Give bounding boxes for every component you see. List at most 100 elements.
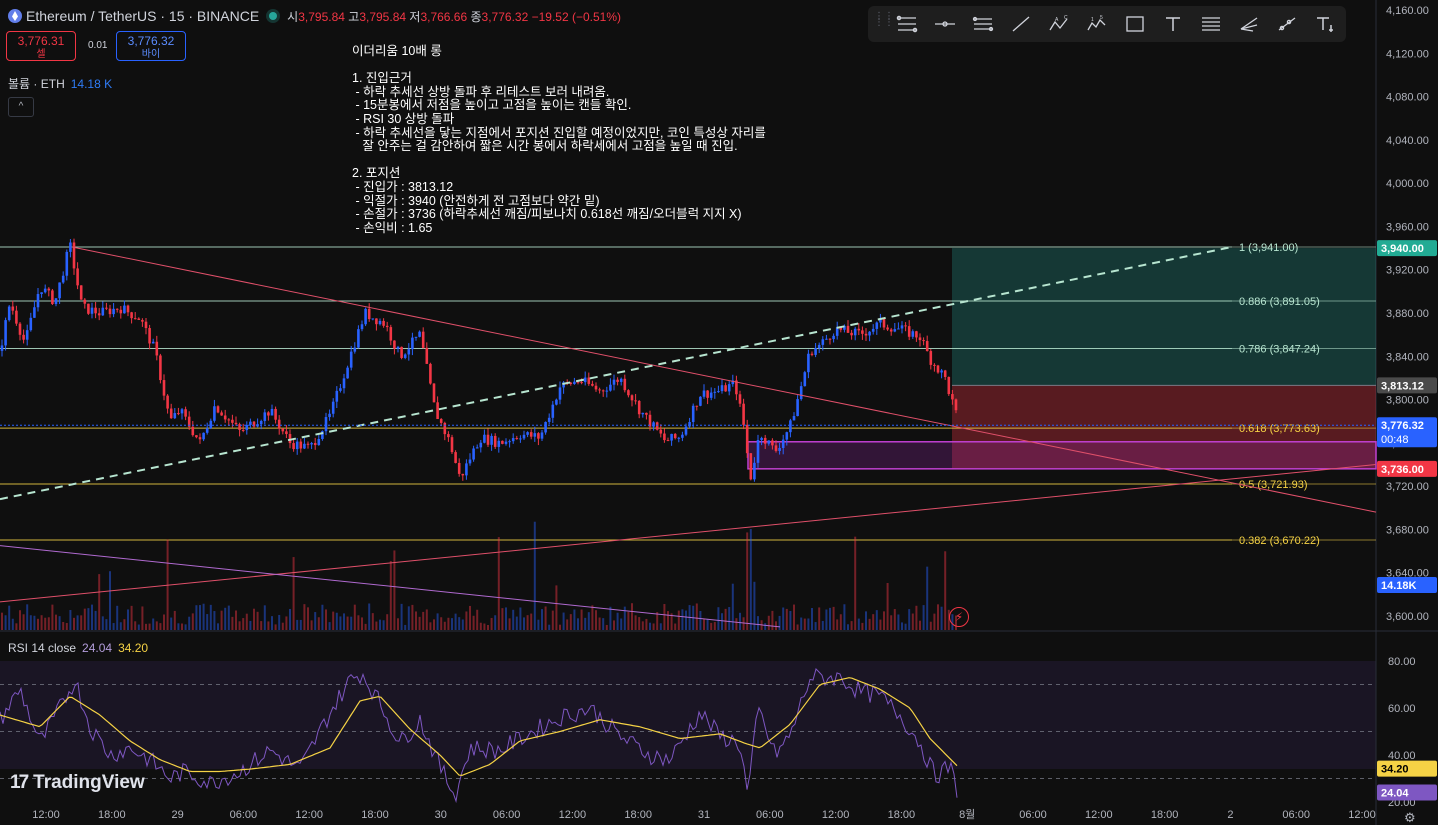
- ray-icon[interactable]: [1268, 10, 1306, 38]
- volume-bar: [263, 605, 266, 630]
- volume-bar: [429, 622, 432, 630]
- candle-body: [864, 333, 868, 336]
- candle-body: [83, 299, 87, 304]
- volume-bar: [465, 611, 468, 630]
- volume-bar: [260, 621, 263, 630]
- volume-bar: [551, 610, 554, 630]
- drag-handle-icon[interactable]: ⋮⋮ ⋮⋮: [874, 11, 894, 28]
- sell-button[interactable]: 3,776.31 셀: [6, 31, 76, 61]
- candle-body: [511, 438, 515, 442]
- candle-body: [670, 433, 673, 441]
- rsi-ma-line: [0, 677, 958, 777]
- pitchfork-icon[interactable]: [1230, 10, 1268, 38]
- candle-body: [623, 378, 627, 391]
- candle-body: [648, 414, 652, 427]
- settings-gear-icon[interactable]: ⚙: [1404, 810, 1416, 825]
- candle-body: [677, 437, 681, 439]
- horizontal-line-icon[interactable]: [926, 10, 964, 38]
- candle-body: [529, 432, 533, 437]
- volume-bar: [829, 607, 831, 630]
- price-tick-label: 4,000.00: [1386, 178, 1429, 190]
- candle-body: [346, 367, 349, 379]
- fib-channel-icon[interactable]: [1192, 10, 1230, 38]
- idea-note-text[interactable]: 이더리움 10배 롱 1. 진입근거 - 하락 추세선 상방 돌파 후 리테스트…: [352, 44, 766, 235]
- volume-bar: [569, 614, 572, 630]
- rsi-tick-label: 80.00: [1388, 656, 1416, 668]
- volume-bar: [40, 615, 43, 630]
- volume-bar: [667, 611, 669, 630]
- volume-bar: [566, 619, 569, 630]
- volume-bar: [937, 604, 939, 630]
- candle-body: [933, 364, 936, 366]
- volume-bar: [44, 617, 47, 630]
- candle-body: [227, 419, 231, 421]
- text-tool-icon[interactable]: [1306, 10, 1344, 38]
- time-tick-label: 06:00: [756, 809, 784, 821]
- price-tick-label: 3,640.00: [1386, 568, 1429, 580]
- candle-body: [576, 381, 580, 383]
- volume-bar: [328, 622, 331, 630]
- volume-bar: [620, 618, 623, 630]
- ethereum-icon: [8, 9, 22, 23]
- volume-bar: [800, 617, 803, 630]
- candle-body: [493, 435, 497, 447]
- volume-bar: [544, 606, 547, 630]
- candle-body: [364, 308, 367, 325]
- volume-bar: [217, 623, 219, 630]
- candle-body: [195, 435, 198, 438]
- volume-bar: [425, 609, 428, 630]
- candle-body: [11, 306, 15, 311]
- volume-bar: [681, 609, 684, 630]
- symbol-title[interactable]: Ethereum / TetherUS · 15 · BINANCE: [26, 8, 260, 24]
- candle-body: [875, 322, 879, 329]
- candle-body: [591, 383, 594, 386]
- tradingview-logo[interactable]: 17 TradingView: [10, 772, 145, 794]
- volume-bar: [559, 624, 561, 630]
- candle-body: [763, 437, 767, 444]
- candle-body: [454, 452, 457, 463]
- candle-body: [922, 340, 925, 342]
- volume-bar: [191, 613, 194, 630]
- volume-bar: [713, 622, 716, 630]
- fib-retracement-icon[interactable]: [888, 10, 926, 38]
- volume-bar: [580, 609, 583, 630]
- candle-body: [184, 409, 187, 417]
- price-tag: [1377, 377, 1437, 394]
- lightning-icon[interactable]: ⚡: [949, 607, 969, 627]
- rectangle-icon[interactable]: [1116, 10, 1154, 38]
- volume-bar: [119, 622, 122, 630]
- volume-bar: [22, 614, 25, 630]
- buy-button[interactable]: 3,776.32 바이: [116, 31, 186, 61]
- candle-body: [936, 365, 940, 373]
- volume-bar: [703, 619, 705, 630]
- candle-body: [72, 242, 76, 269]
- candle-body: [231, 419, 234, 423]
- volume-value: 14.18 K: [70, 77, 113, 91]
- candle-body: [389, 327, 393, 341]
- volume-bar: [886, 582, 889, 630]
- volume-bar: [83, 608, 86, 630]
- candle-body: [295, 441, 299, 450]
- candle-body: [580, 382, 583, 384]
- trend-line-icon[interactable]: [1002, 10, 1040, 38]
- candle-body: [605, 390, 609, 392]
- volume-bar: [87, 608, 90, 630]
- collapse-legend-button[interactable]: ^: [8, 97, 34, 117]
- volume-bar: [73, 617, 75, 630]
- parallel-channel-icon[interactable]: [964, 10, 1002, 38]
- volume-bar: [562, 612, 565, 630]
- open-label: 시: [287, 9, 299, 24]
- candle-body: [954, 399, 958, 411]
- volume-bar: [742, 617, 745, 630]
- volume-bar: [897, 614, 900, 630]
- price-tag-text: 3,736.00: [1381, 464, 1424, 476]
- text-icon[interactable]: [1154, 10, 1192, 38]
- volume-bar: [469, 605, 471, 630]
- candle-body: [367, 308, 371, 320]
- candle-body: [612, 379, 616, 385]
- volume-bar: [893, 609, 896, 630]
- candle-body: [573, 381, 576, 384]
